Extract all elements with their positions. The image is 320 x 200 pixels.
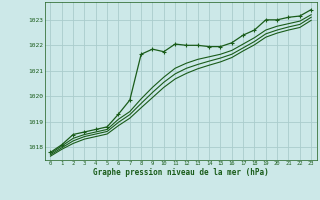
X-axis label: Graphe pression niveau de la mer (hPa): Graphe pression niveau de la mer (hPa) (93, 168, 269, 177)
